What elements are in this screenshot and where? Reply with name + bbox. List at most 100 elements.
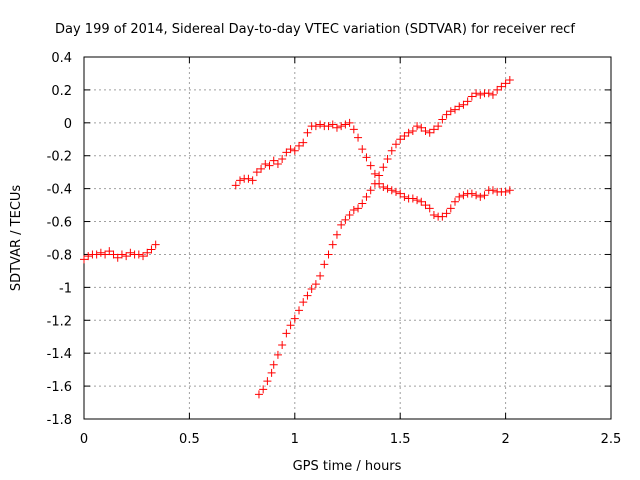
y-tick-label: 0.2 xyxy=(51,84,72,99)
data-point xyxy=(421,201,430,210)
x-tick-label: 1 xyxy=(291,432,299,447)
y-tick-label: -0.2 xyxy=(47,150,72,165)
data-point xyxy=(484,89,493,98)
data-point xyxy=(122,252,131,261)
data-point xyxy=(425,128,434,137)
data-point xyxy=(269,156,278,165)
data-point xyxy=(459,100,468,109)
data-point xyxy=(455,192,464,201)
data-point xyxy=(299,298,308,307)
data-point xyxy=(303,291,312,300)
tick-layer: 0 0.5 1 1.5 2 2.5 0.4 0.2 0 -0.2 -0.4 -0.6 -0.8 -1 -1.… xyxy=(47,51,622,447)
data-point xyxy=(442,110,451,119)
data-point xyxy=(248,176,257,185)
data-point xyxy=(362,192,371,201)
data-point xyxy=(429,210,438,219)
data-point xyxy=(404,128,413,137)
data-point xyxy=(463,97,472,106)
data-point xyxy=(278,155,287,164)
data-point xyxy=(438,212,447,221)
plot-frame xyxy=(83,56,612,420)
data-point xyxy=(358,199,367,208)
data-point xyxy=(349,125,358,134)
data-point xyxy=(349,206,358,215)
data-point xyxy=(387,186,396,195)
data-point xyxy=(375,171,384,180)
data-point xyxy=(269,360,278,369)
data-point xyxy=(257,164,266,173)
data-point xyxy=(328,240,337,249)
data-point xyxy=(311,280,320,289)
data-point xyxy=(113,253,122,262)
data-point xyxy=(263,377,272,386)
x-tick-label: 2.5 xyxy=(601,432,622,447)
data-point xyxy=(370,179,379,188)
data-point xyxy=(400,192,409,201)
data-point xyxy=(467,189,476,198)
x-tick-label: 0.5 xyxy=(179,432,200,447)
data-point xyxy=(501,79,510,88)
data-point xyxy=(341,215,350,224)
data-point xyxy=(425,204,434,213)
data-point xyxy=(442,209,451,218)
data-point xyxy=(429,125,438,134)
data-point xyxy=(451,105,460,114)
data-point xyxy=(337,220,346,229)
data-point xyxy=(387,146,396,155)
data-point xyxy=(408,194,417,203)
data-point xyxy=(147,245,156,254)
data-point xyxy=(337,122,346,131)
data-point xyxy=(480,191,489,200)
data-point xyxy=(396,189,405,198)
y-tick-label: -1.2 xyxy=(47,314,72,329)
data-point xyxy=(408,127,417,136)
data-point xyxy=(501,187,510,196)
data-point xyxy=(472,89,481,98)
data-point xyxy=(143,248,152,257)
y-axis-label: SDTVAR / TECUs xyxy=(9,185,24,292)
data-point xyxy=(413,122,422,131)
data-point xyxy=(497,82,506,91)
data-point xyxy=(379,182,388,191)
data-point xyxy=(366,161,375,170)
data-point xyxy=(92,250,101,259)
data-point xyxy=(252,168,261,177)
x-tick-label: 2 xyxy=(501,432,509,447)
data-point xyxy=(379,163,388,172)
data-point xyxy=(324,122,333,131)
data-point xyxy=(311,122,320,131)
data-point xyxy=(505,186,514,195)
x-tick-label: 1.5 xyxy=(390,432,411,447)
data-point xyxy=(413,196,422,205)
data-point xyxy=(303,128,312,137)
data-point xyxy=(400,131,409,140)
data-point xyxy=(396,135,405,144)
data-point xyxy=(505,76,514,85)
data-point xyxy=(244,174,253,183)
data-point xyxy=(345,210,354,219)
data-point xyxy=(358,145,367,154)
data-point xyxy=(134,250,143,259)
x-tick-label: 0 xyxy=(80,432,88,447)
data-point xyxy=(290,314,299,323)
data-point xyxy=(80,255,88,264)
data-point xyxy=(286,145,295,154)
data-point xyxy=(231,181,240,190)
data-point xyxy=(101,250,110,259)
data-point xyxy=(345,118,354,127)
data-point xyxy=(446,204,455,213)
data-point xyxy=(117,250,126,259)
data-point xyxy=(467,92,476,101)
data-point xyxy=(320,260,329,269)
data-point xyxy=(265,161,274,170)
data-point xyxy=(286,321,295,330)
data-point xyxy=(151,240,160,249)
data-point xyxy=(282,148,291,157)
data-point xyxy=(84,252,93,261)
data-point xyxy=(417,123,426,132)
data-point xyxy=(235,176,244,185)
data-point xyxy=(332,230,341,239)
data-point xyxy=(273,350,282,359)
data-point xyxy=(261,159,270,168)
